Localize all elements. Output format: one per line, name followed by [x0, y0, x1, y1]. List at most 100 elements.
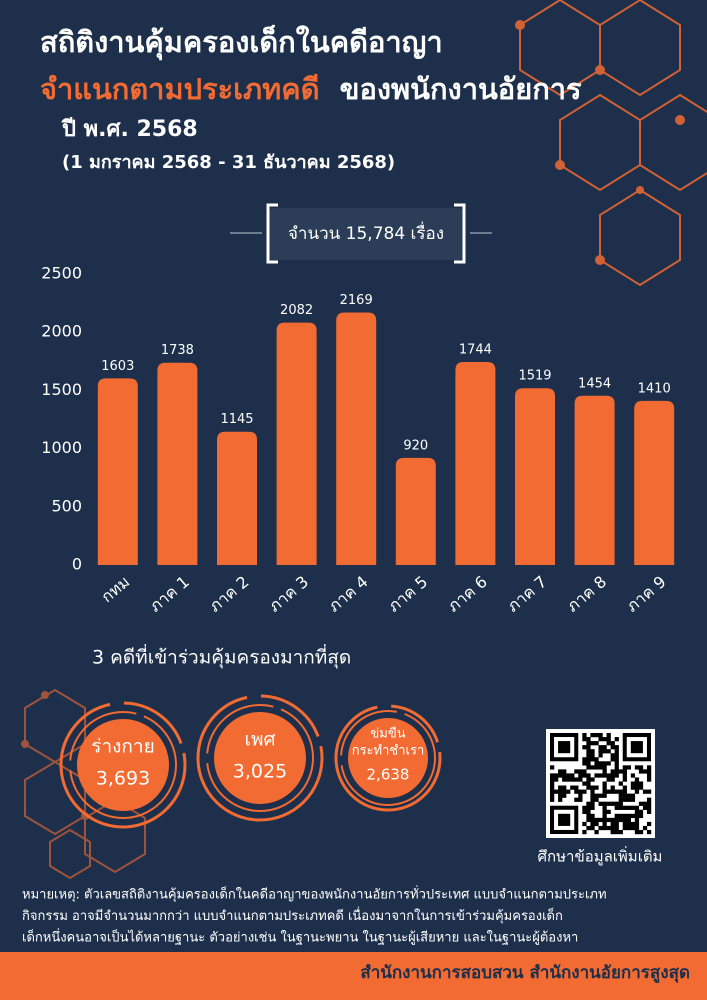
bar: [217, 431, 257, 565]
qr-module: [590, 741, 595, 746]
qr-module: [598, 753, 603, 758]
qr-module: [610, 745, 615, 750]
qr-module: [562, 789, 567, 794]
value-label: 2169: [340, 293, 373, 308]
note-line: เด็กหนึ่งคนอาจเป็นได้หลายฐานะ ตัวอย่างเช…: [22, 928, 578, 946]
qr-module: [646, 773, 652, 778]
qr-module: [622, 793, 627, 798]
qr-module: [586, 757, 591, 762]
qr-module: [606, 733, 611, 738]
qr-module: [622, 785, 627, 790]
bar: [515, 388, 555, 565]
qr-module: [646, 769, 652, 774]
bar: [336, 312, 377, 565]
qr-module: [562, 773, 567, 778]
qr-module: [558, 797, 563, 802]
qr-module: [638, 829, 644, 835]
qr-module: [594, 773, 599, 778]
qr-module: [590, 777, 595, 782]
qr-module: [606, 825, 611, 831]
bar: [455, 361, 496, 565]
qr-module: [630, 821, 636, 827]
qr-module: [598, 817, 603, 823]
brackets: [266, 203, 466, 264]
qr-module: [646, 765, 652, 770]
qr-module: [630, 781, 636, 786]
top3-label: ร่างกาย: [91, 736, 154, 758]
qr-code: [546, 729, 655, 838]
qr-module: [594, 785, 599, 790]
qr-module: [638, 781, 644, 786]
qr-module: [626, 793, 631, 798]
qr-module: [634, 829, 640, 835]
qr-module: [646, 797, 652, 802]
qr-module: [590, 813, 595, 819]
ring-inner: [69, 711, 177, 819]
qr-module: [578, 797, 583, 802]
qr-caption: ศึกษาข้อมูลเพิ่มเติม: [538, 846, 663, 866]
bar: [574, 395, 615, 565]
qr-module: [590, 749, 595, 754]
qr-module: [586, 745, 591, 750]
qr-module: [550, 793, 555, 798]
qr-module: [610, 789, 615, 794]
qr-module: [638, 765, 644, 770]
value-label: 1454: [578, 376, 611, 391]
qr-module: [622, 805, 627, 810]
qr-module: [610, 829, 615, 835]
qr-module: [578, 793, 583, 798]
qr-module: [586, 777, 591, 782]
qr-module: [642, 825, 648, 831]
qr-module: [550, 781, 555, 786]
qr-module: [618, 801, 623, 806]
y-tick-label: 500: [51, 496, 82, 515]
hexagon-decoration: [515, 0, 707, 287]
total-box-bg: [268, 208, 464, 260]
note-line: กิจกรรม อาจมีจำนวนมากกว่า แบบจำแนกตามประ…: [22, 906, 563, 924]
qr-module: [586, 753, 591, 758]
qr-module: [602, 765, 607, 770]
qr-module: [558, 789, 563, 794]
qr-module: [602, 805, 607, 810]
qr-module: [598, 761, 603, 766]
value-label: 1519: [518, 369, 551, 384]
qr-module: [638, 801, 644, 806]
qr-module: [614, 805, 619, 810]
qr-module: [618, 805, 623, 810]
qr-module: [606, 817, 611, 823]
qr-module: [634, 813, 640, 819]
qr-module: [586, 749, 591, 754]
qr-module: [554, 773, 559, 778]
qr-module: [590, 825, 595, 831]
year: ปี พ.ศ. 2568: [61, 117, 198, 142]
qr-module: [574, 797, 579, 802]
qr-module: [582, 805, 587, 810]
qr-module: [586, 817, 591, 823]
qr-module: [582, 821, 587, 827]
qr-module: [618, 781, 623, 786]
qr-module: [610, 773, 615, 778]
qr-module: [614, 737, 619, 742]
qr-module: [622, 825, 627, 831]
note-line: หมายเหตุ: ตัวเลขสถิติงานคุ้มครองเด็กในคด…: [22, 885, 607, 903]
qr-module: [566, 789, 571, 794]
qr-module: [602, 813, 607, 819]
period: (1 มกราคม 2568 - 31 ธันวาคม 2568): [62, 152, 395, 173]
qr-module: [602, 801, 607, 806]
qr-module: [602, 821, 607, 827]
qr-module: [550, 773, 555, 778]
qr-module: [606, 741, 611, 746]
qr-module: [630, 793, 636, 798]
qr-module: [550, 765, 555, 770]
qr-module: [578, 777, 583, 782]
qr-module: [582, 745, 587, 750]
value-label: 1744: [459, 342, 492, 357]
top3-circle: [214, 712, 306, 804]
qr-module: [614, 765, 619, 770]
qr-module: [618, 813, 623, 819]
title-line-2: จำแนกตามประเภทคดี ของพนักงานอัยการ: [40, 72, 582, 106]
qr-module: [590, 817, 595, 823]
qr-module: [586, 765, 591, 770]
qr-module: [590, 801, 595, 806]
qr-finder-center: [630, 741, 643, 754]
